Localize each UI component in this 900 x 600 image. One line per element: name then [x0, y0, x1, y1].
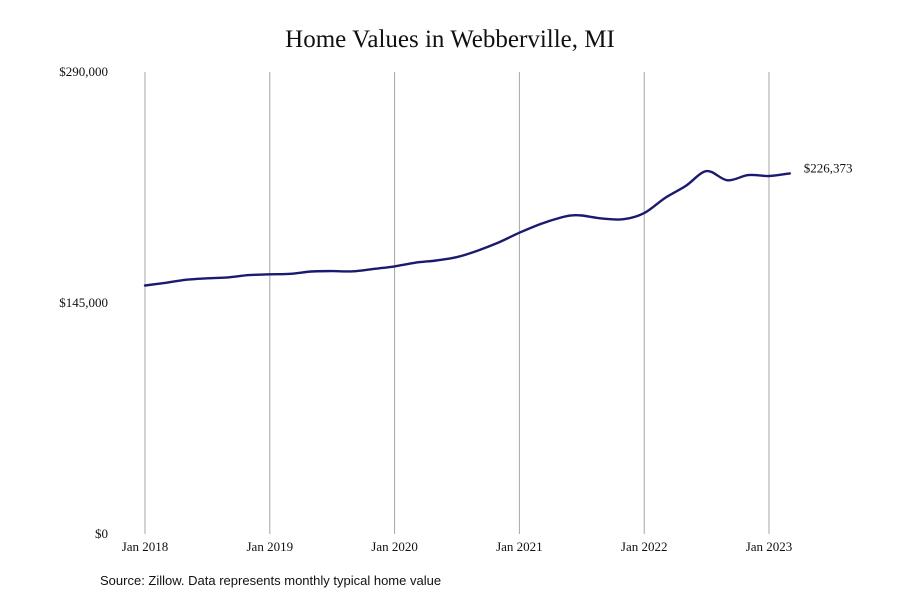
x-tick-label: Jan 2020	[371, 539, 418, 554]
chart-title: Home Values in Webberville, MI	[285, 26, 615, 53]
series-line	[143, 169, 791, 287]
x-tick-label: Jan 2021	[496, 539, 543, 554]
x-tick-label: Jan 2019	[247, 539, 294, 554]
y-tick-label: $290,000	[59, 64, 108, 79]
y-tick-label: $145,000	[59, 295, 108, 310]
source-note: Source: Zillow. Data represents monthly …	[100, 573, 442, 588]
end-value-label: $226,373	[804, 160, 853, 175]
x-tick-label: Jan 2022	[621, 539, 668, 554]
x-tick-label: Jan 2023	[746, 539, 793, 554]
y-tick-label: $0	[95, 526, 108, 541]
x-tick-label: Jan 2018	[122, 539, 169, 554]
